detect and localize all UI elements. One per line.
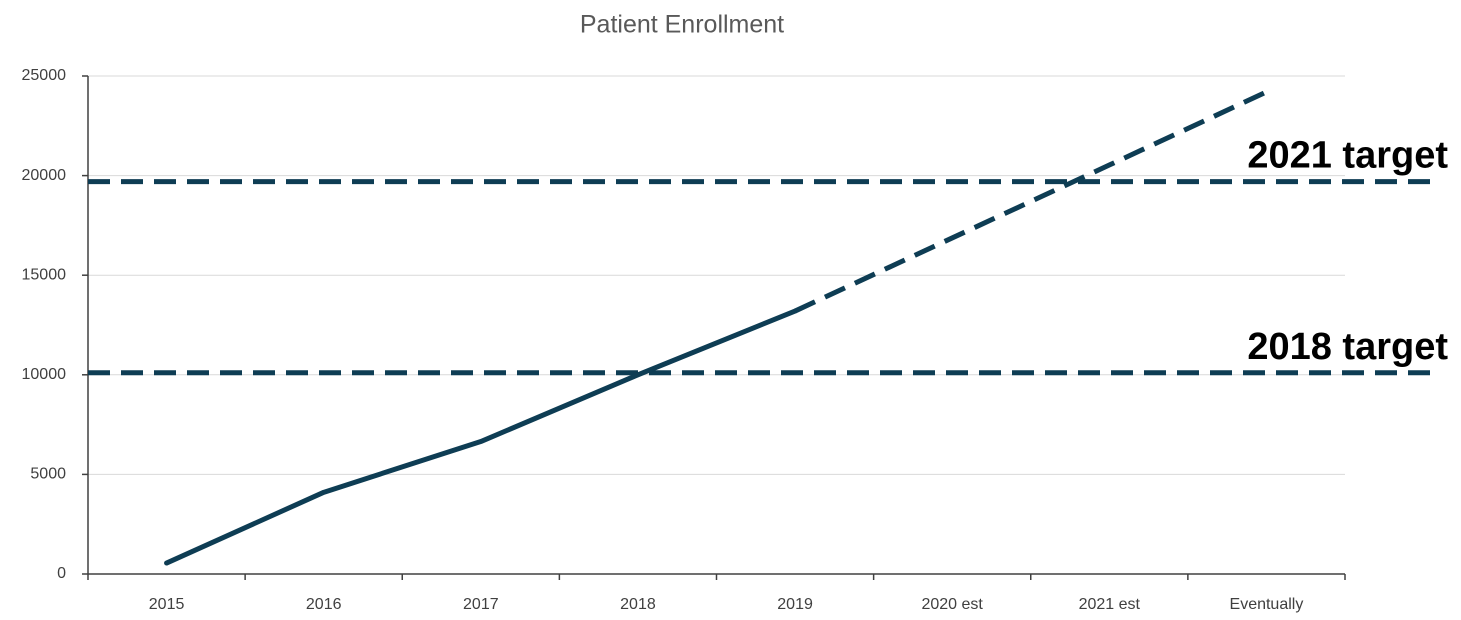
series-line [794,89,1268,314]
x-tick-label: 2017 [463,596,499,613]
x-tick-label: 2019 [777,596,813,613]
x-tick-label: 2016 [306,596,342,613]
x-tick-label: Eventually [1230,596,1304,613]
x-tick-label: 2018 [620,596,656,613]
series-line [164,308,798,566]
y-tick-label: 25000 [22,67,67,84]
y-tick-label: 15000 [22,266,67,283]
chart-title: Patient Enrollment [580,11,784,39]
x-tick-label: 2015 [149,596,185,613]
y-tick-label: 10000 [22,366,67,383]
x-tick-label: 2021 est [1079,596,1141,613]
reference-label: 2021 target [1247,135,1448,177]
y-tick-label: 5000 [30,466,66,483]
reference-label: 2018 target [1247,326,1448,368]
y-tick-label: 0 [57,565,66,582]
x-tick-label: 2020 est [921,596,983,613]
y-tick-label: 20000 [22,167,67,184]
